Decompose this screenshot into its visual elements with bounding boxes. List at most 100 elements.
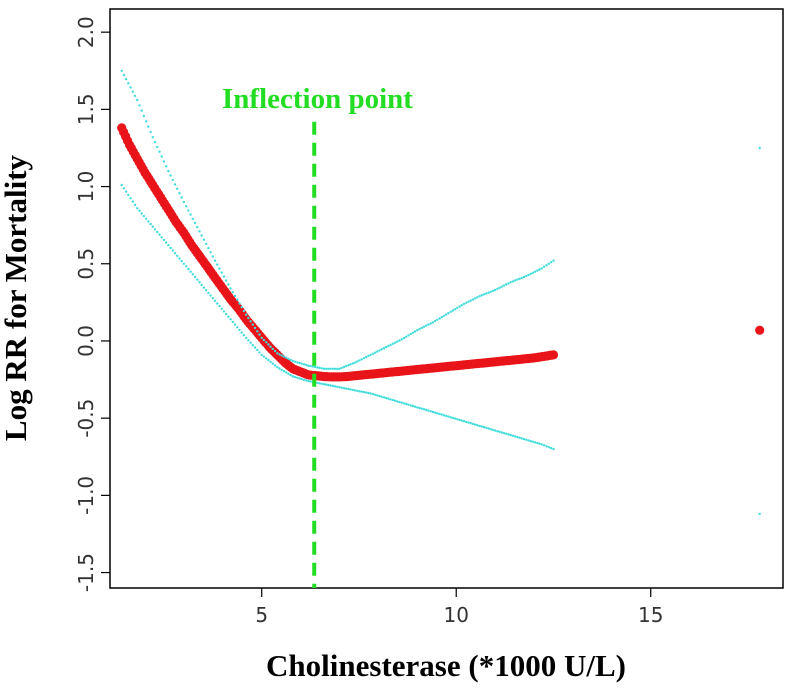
- ci-point: [307, 379, 310, 383]
- ci-point: [365, 391, 368, 394]
- ci-point: [249, 320, 252, 323]
- ci-point: [251, 323, 254, 326]
- ci-point: [400, 338, 403, 341]
- ci-point: [340, 386, 343, 389]
- ci-point: [471, 298, 475, 301]
- ci-point: [536, 269, 539, 272]
- ci-point: [149, 222, 152, 226]
- ci-point: [378, 349, 381, 352]
- ci-point: [322, 367, 326, 370]
- ci-point: [227, 315, 230, 318]
- ci-point: [447, 415, 450, 418]
- ci-point: [209, 251, 212, 254]
- ci-point: [533, 441, 537, 444]
- ci-point: [396, 400, 399, 403]
- ci-point: [147, 220, 150, 223]
- ci-point: [316, 381, 319, 385]
- ci-point: [280, 368, 283, 372]
- ci-point: [540, 267, 543, 270]
- ci-point: [122, 73, 126, 77]
- ci-point: [178, 257, 181, 260]
- ci-point: [387, 397, 390, 400]
- ci-point: [171, 249, 174, 252]
- ci-point: [449, 416, 452, 419]
- ci-point: [400, 401, 403, 404]
- ci-point: [164, 165, 168, 168]
- ci-point: [260, 336, 263, 340]
- ci-point: [204, 242, 208, 246]
- ci-point: [193, 221, 197, 225]
- ci-point: [413, 405, 417, 408]
- ci-point: [549, 261, 553, 264]
- ci-point: [325, 383, 328, 386]
- ci-point: [413, 330, 417, 333]
- ci-point: [129, 197, 132, 200]
- ci-point: [151, 225, 154, 228]
- y-tick-label: 1.5: [74, 93, 98, 125]
- ci-point: [451, 309, 455, 312]
- ci-point: [282, 355, 286, 358]
- ci-point: [327, 367, 330, 370]
- ci-point: [280, 354, 283, 357]
- ci-point: [198, 281, 201, 284]
- ci-point: [409, 332, 412, 336]
- ci-point: [245, 313, 248, 316]
- ci-point: [509, 433, 512, 437]
- ci-point: [133, 94, 137, 98]
- ci-point: [231, 320, 234, 324]
- ci-point: [491, 289, 495, 293]
- x-tick-label: 5: [255, 603, 268, 627]
- y-tick-label: -1.0: [74, 476, 98, 515]
- ci-point: [164, 241, 168, 244]
- ci-point: [391, 398, 395, 402]
- ci-point: [178, 192, 181, 195]
- ci-point: [416, 329, 419, 332]
- ci-point: [242, 334, 246, 337]
- ci-point: [309, 380, 312, 383]
- ci-point: [382, 347, 386, 350]
- ci-point: [407, 334, 410, 337]
- y-tick-label: 1.0: [74, 171, 98, 203]
- ci-point: [429, 410, 432, 413]
- ci-point: [451, 416, 455, 420]
- ci-point: [542, 444, 546, 447]
- ci-point: [362, 357, 366, 360]
- ci-point: [460, 419, 463, 422]
- ci-point: [360, 390, 363, 393]
- ci-point: [389, 398, 392, 401]
- ci-point: [380, 348, 383, 351]
- ci-point: [218, 304, 221, 308]
- ci-point: [300, 377, 303, 381]
- ci-point: [540, 443, 543, 446]
- ci-point: [180, 259, 183, 263]
- ci-point: [480, 425, 483, 428]
- ci-point: [438, 317, 441, 320]
- ci-point: [520, 437, 523, 440]
- ci-point: [536, 441, 539, 445]
- ci-point: [489, 290, 492, 293]
- ci-point: [273, 364, 277, 367]
- x-axis-label: Cholinesterase (*1000 U/L): [266, 648, 626, 683]
- ci-point: [133, 203, 137, 207]
- ci-point: [460, 304, 463, 307]
- ci-point: [191, 273, 194, 276]
- ci-point: [758, 512, 761, 516]
- ci-point: [282, 370, 286, 373]
- ci-point: [531, 271, 535, 274]
- ci-point: [153, 140, 157, 144]
- ci-point: [298, 361, 301, 365]
- ci-point: [202, 286, 206, 289]
- ci-point: [227, 283, 230, 286]
- ci-point: [367, 354, 370, 358]
- ci-point: [527, 273, 530, 277]
- ci-point: [456, 306, 459, 310]
- ci-point: [529, 439, 532, 443]
- ci-point: [265, 357, 268, 360]
- ci-point: [180, 196, 183, 199]
- ci-point: [440, 315, 443, 319]
- ci-point: [238, 302, 241, 305]
- ci-point: [493, 429, 497, 432]
- ci-point: [171, 178, 174, 182]
- ci-point: [153, 228, 157, 231]
- ci-point: [256, 330, 259, 333]
